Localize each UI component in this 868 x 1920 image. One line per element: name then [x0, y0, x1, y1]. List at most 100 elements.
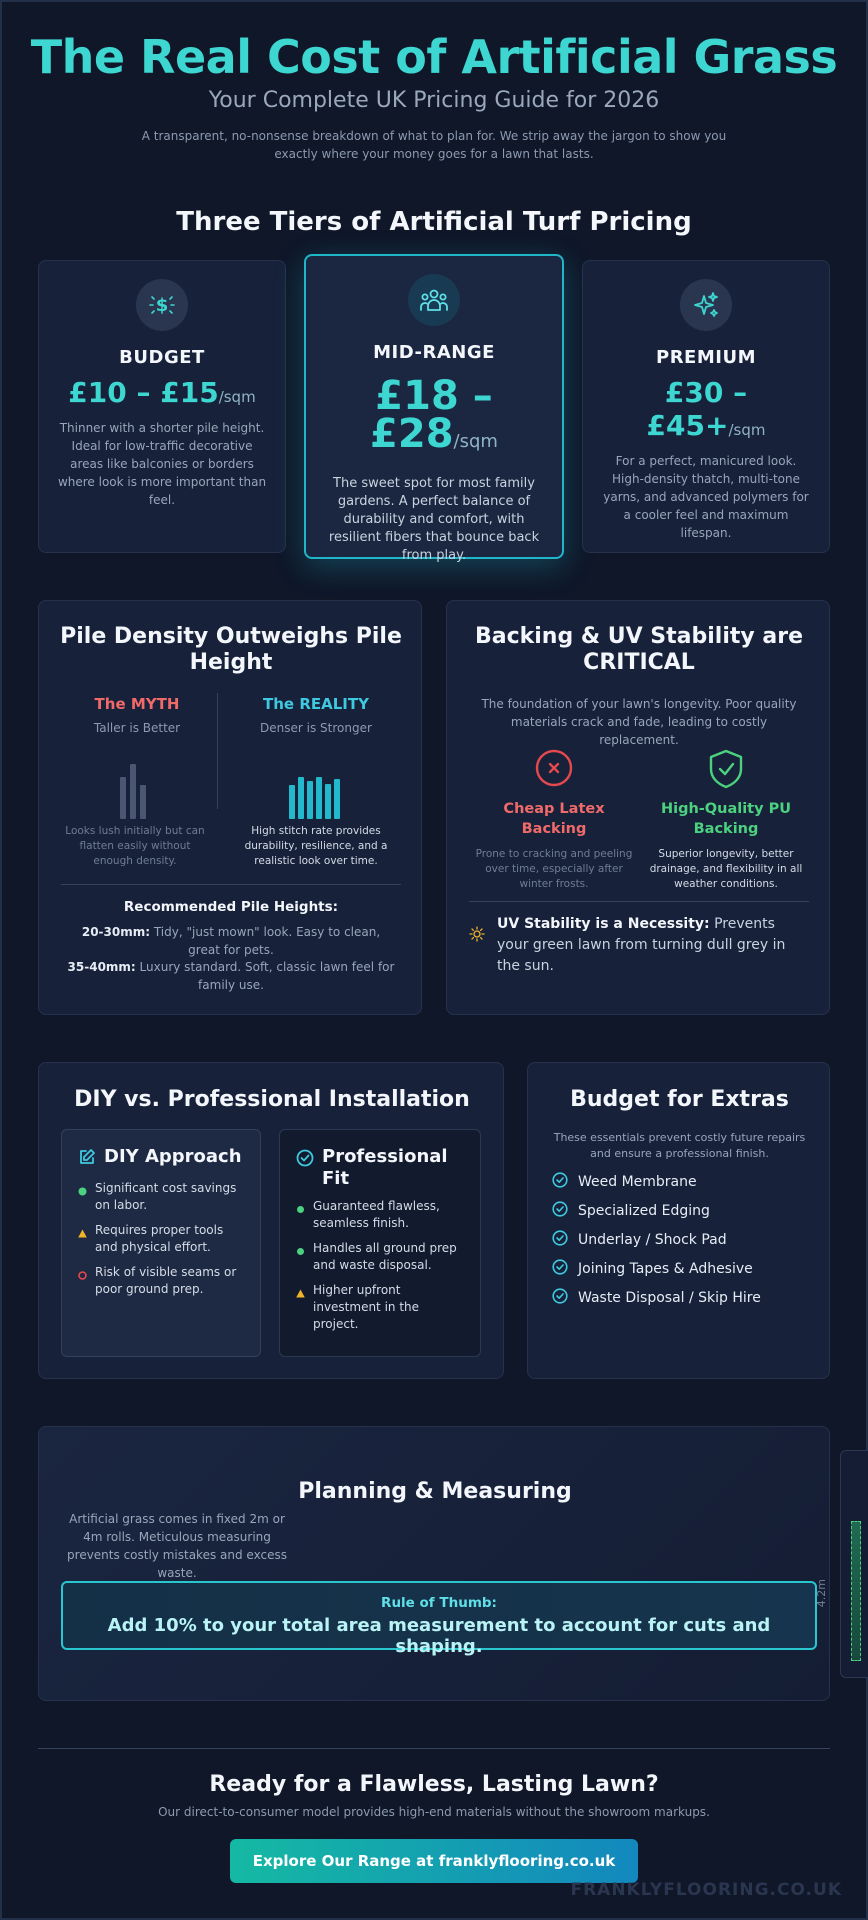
- divider: [38, 1748, 830, 1749]
- rule-text: Add 10% to your total area measurement t…: [107, 1615, 771, 1657]
- pro-benefit-item: Handles all ground prep and waste dispos…: [296, 1240, 464, 1274]
- extras-item-label: Weed Membrane: [578, 1173, 697, 1190]
- myth-subtitle: Taller is Better: [93, 721, 181, 735]
- myth-label: The MYTH: [94, 695, 180, 713]
- check-dot-icon: [296, 1244, 305, 1255]
- backing-card: Backing & UV Stability are CRITICAL The …: [446, 600, 830, 1015]
- recommended-height-long: 35-40mm: Luxury standard. Soft, classic …: [67, 960, 395, 992]
- extras-item-label: Joining Tapes & Adhesive: [578, 1260, 753, 1277]
- svg-text:$: $: [156, 295, 169, 316]
- reality-description: High stitch rate provides durability, re…: [244, 825, 388, 867]
- pu-backing-column: High-Quality PU Backing Superior longevi…: [641, 749, 811, 892]
- diy-title: DIY Approach: [104, 1146, 242, 1167]
- backing-intro: The foundation of your lawn's longevity.…: [481, 697, 797, 747]
- professional-fit-card: Professional Fit Guaranteed flawless, se…: [279, 1129, 481, 1357]
- tier-name: PREMIUM: [656, 347, 756, 368]
- divider: [61, 884, 401, 885]
- tier-price: £10 – £15/sqm: [68, 376, 256, 409]
- check-circle-icon: [552, 1171, 568, 1192]
- extras-intro: These essentials prevent costly future r…: [553, 1131, 806, 1160]
- installation-card: DIY vs. Professional Installation DIY Ap…: [38, 1062, 504, 1379]
- tier-name: BUDGET: [119, 347, 205, 368]
- check-circle-icon: [552, 1200, 568, 1221]
- planning-card: Planning & Measuring Artificial grass co…: [38, 1426, 830, 1701]
- cta-title: Ready for a Flawless, Lasting Lawn?: [209, 1772, 659, 1797]
- page-title: The Real Cost of Artificial Grass: [30, 30, 838, 84]
- measurement-side-label: 4.2m: [815, 1579, 828, 1608]
- check-circle-icon: [552, 1287, 568, 1308]
- recommended-heights-title: Recommended Pile Heights:: [123, 899, 339, 915]
- tier-description: Thinner with a shorter pile height. Idea…: [57, 421, 267, 507]
- rule-label: Rule of Thumb:: [381, 1595, 497, 1611]
- diy-pro-item: Significant cost savings on labor.: [78, 1180, 244, 1214]
- check-circle-icon: [296, 1149, 314, 1173]
- backing-title: Backing & UV Stability are CRITICAL: [474, 624, 803, 675]
- diy-risk-item: Risk of visible seams or poor ground pre…: [78, 1264, 244, 1298]
- tall-sparse-grass-icon: [120, 763, 146, 819]
- cheap-backing-column: Cheap Latex Backing Prone to cracking an…: [469, 749, 639, 892]
- planning-title: Planning & Measuring: [298, 1479, 572, 1504]
- tier-price: £18 – £28/sqm: [370, 373, 498, 457]
- pile-title: Pile Density Outweighs Pile Height: [60, 624, 402, 675]
- extras-list-item: Joining Tapes & Adhesive: [552, 1254, 812, 1283]
- sun-icon: [469, 926, 485, 942]
- sparkles-icon: [680, 279, 732, 331]
- extras-item-label: Specialized Edging: [578, 1202, 710, 1219]
- tier-card-budget: $ BUDGET £10 – £15/sqm Thinner with a sh…: [38, 260, 286, 553]
- pro-title: Professional Fit: [322, 1146, 448, 1189]
- pile-density-card: Pile Density Outweighs Pile Height The M…: [38, 600, 422, 1015]
- uv-stability-note: UV Stability is a Necessity: Prevents yo…: [497, 916, 786, 974]
- warning-icon: [296, 1286, 305, 1298]
- reality-column: The REALITY Denser is Stronger: [231, 695, 401, 735]
- extras-list: Weed Membrane Specialized Edging Underlay …: [552, 1167, 812, 1312]
- explore-range-button[interactable]: Explore Our Range at franklyflooring.co.…: [230, 1839, 638, 1883]
- myth-description: Looks lush initially but can flatten eas…: [65, 825, 205, 867]
- tier-description: The sweet spot for most family gardens. …: [328, 476, 540, 563]
- measurement-diagram-panel: [840, 1450, 868, 1678]
- myth-column: The MYTH Taller is Better: [57, 695, 217, 735]
- column-divider: [217, 693, 218, 809]
- pro-benefit-item: Guaranteed flawless, seamless finish.: [296, 1198, 464, 1232]
- cheap-backing-title: Cheap Latex Backing: [503, 801, 605, 837]
- extras-title: Budget for Extras: [570, 1087, 789, 1112]
- diy-approach-card: DIY Approach Significant cost savings on…: [61, 1129, 261, 1357]
- extras-card: Budget for Extras These essentials preve…: [527, 1062, 830, 1379]
- reality-subtitle: Denser is Stronger: [260, 721, 372, 735]
- check-circle-icon: [552, 1229, 568, 1250]
- planning-description: Artificial grass comes in fixed 2m or 4m…: [67, 1512, 287, 1580]
- family-icon: [408, 274, 460, 326]
- tier-description: For a perfect, manicured look. High-dens…: [603, 454, 809, 540]
- extras-list-item: Weed Membrane: [552, 1167, 812, 1196]
- divider: [469, 901, 809, 902]
- diy-title-row: DIY Approach: [78, 1146, 244, 1172]
- tier-card-premium: PREMIUM £30 – £45+/sqm For a perfect, ma…: [582, 260, 830, 553]
- check-dot-icon: [296, 1202, 305, 1213]
- reality-label: The REALITY: [263, 695, 369, 713]
- warning-icon: [78, 1226, 87, 1238]
- check-dot-icon: [78, 1184, 87, 1196]
- cta-description: Our direct-to-consumer model provides hi…: [158, 1805, 710, 1819]
- extras-list-item: Waste Disposal / Skip Hire: [552, 1283, 812, 1312]
- risk-dot-icon: [78, 1268, 87, 1280]
- diy-warning-item: Requires proper tools and physical effor…: [78, 1222, 244, 1256]
- extras-list-item: Specialized Edging: [552, 1196, 812, 1225]
- extras-item-label: Underlay / Shock Pad: [578, 1231, 727, 1248]
- shield-check-icon: [707, 749, 745, 789]
- tier-name: MID-RANGE: [373, 342, 495, 363]
- dense-grass-icon: [289, 763, 340, 819]
- check-circle-icon: [552, 1258, 568, 1279]
- rule-of-thumb-box: Rule of Thumb: Add 10% to your total are…: [61, 1581, 817, 1657]
- grass-roll-diagram: [851, 1521, 861, 1661]
- edit-icon: [78, 1148, 96, 1172]
- tier-card-mid-range: MID-RANGE £18 – £28/sqm The sweet spot f…: [304, 254, 564, 563]
- tier-price: £30 – £45+/sqm: [646, 376, 766, 442]
- money-sparkle-icon: $: [136, 279, 188, 331]
- pu-backing-description: Superior longevity, better drainage, and…: [649, 848, 803, 890]
- pu-backing-title: High-Quality PU Backing: [660, 801, 792, 837]
- pro-title-row: Professional Fit: [296, 1146, 464, 1190]
- extras-item-label: Waste Disposal / Skip Hire: [578, 1289, 761, 1306]
- installation-title: DIY vs. Professional Installation: [74, 1087, 470, 1112]
- page-intro: A transparent, no-nonsense breakdown of …: [141, 129, 727, 161]
- recommended-height-short: 20-30mm: Tidy, "just mown" look. Easy to…: [81, 925, 381, 957]
